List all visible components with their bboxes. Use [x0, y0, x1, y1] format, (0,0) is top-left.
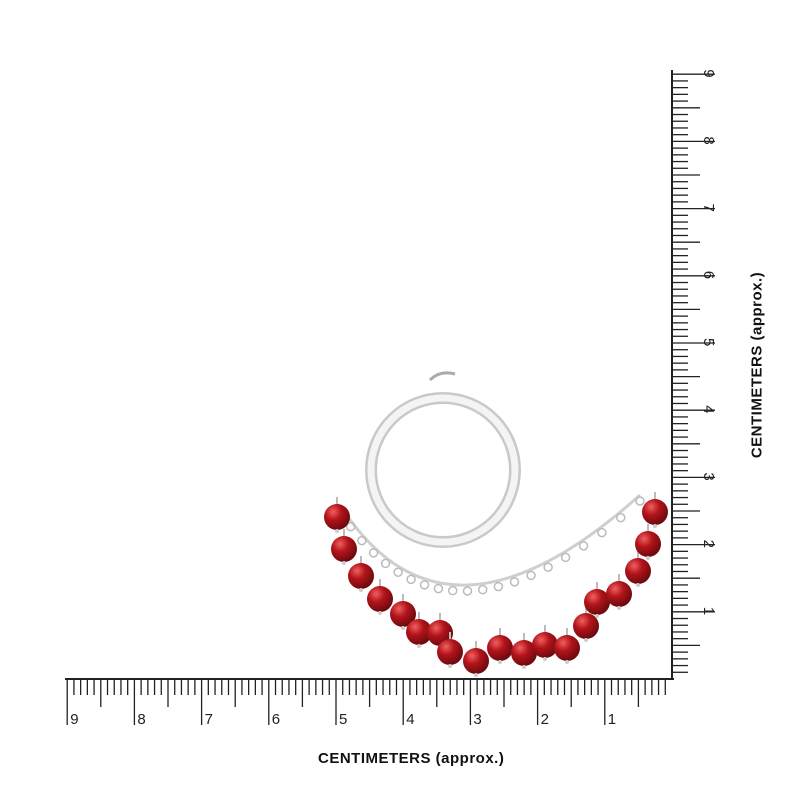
- ruler-label: 7: [700, 204, 717, 212]
- red-bead: [573, 613, 599, 639]
- red-bead: [554, 635, 580, 661]
- ruler-label: 7: [205, 711, 213, 728]
- red-bead: [437, 639, 463, 665]
- ruler-label: 1: [608, 711, 616, 728]
- ruler-label: 2: [541, 711, 549, 728]
- red-bead: [367, 586, 393, 612]
- red-bead: [463, 648, 489, 674]
- ruler-label: 5: [700, 338, 717, 346]
- red-bead: [642, 499, 668, 525]
- ruler-label: 6: [700, 271, 717, 279]
- ruler-label: 3: [473, 711, 481, 728]
- ruler-label: 3: [700, 472, 717, 480]
- bottom-axis-title: CENTIMETERS (approx.): [318, 750, 505, 767]
- earring-illustration: [324, 371, 668, 677]
- ruler-label: 8: [700, 136, 717, 144]
- ruler-label: 9: [70, 711, 78, 728]
- red-bead: [635, 531, 661, 557]
- red-bead: [324, 504, 350, 530]
- red-bead: [511, 640, 537, 666]
- red-bead: [487, 635, 513, 661]
- hoop-clasp: [428, 371, 456, 382]
- right-ruler: 1 2 3 4 5 6 7 8 9: [671, 69, 717, 679]
- red-bead: [406, 619, 432, 645]
- red-bead: [532, 632, 558, 658]
- red-bead: [348, 563, 374, 589]
- red-bead: [331, 536, 357, 562]
- ruler-label: 6: [272, 711, 280, 728]
- ruler-label: 9: [700, 69, 717, 77]
- ruler-label: 1: [700, 607, 717, 615]
- ruler-label: 4: [406, 711, 414, 728]
- ruler-label: 5: [339, 711, 347, 728]
- red-bead: [584, 589, 610, 615]
- filigree-band: [338, 493, 642, 587]
- bottom-ruler: 9 8 7 6 5 4 3 2 1: [65, 678, 674, 728]
- red-bead: [625, 558, 651, 584]
- ruler-label: 4: [700, 405, 717, 413]
- ruler-label: 2: [700, 540, 717, 548]
- right-axis-title: CENTIMETERS (approx.): [748, 271, 766, 459]
- red-bead: [606, 581, 632, 607]
- ruler-label: 8: [137, 711, 145, 728]
- red-bead: [390, 601, 416, 627]
